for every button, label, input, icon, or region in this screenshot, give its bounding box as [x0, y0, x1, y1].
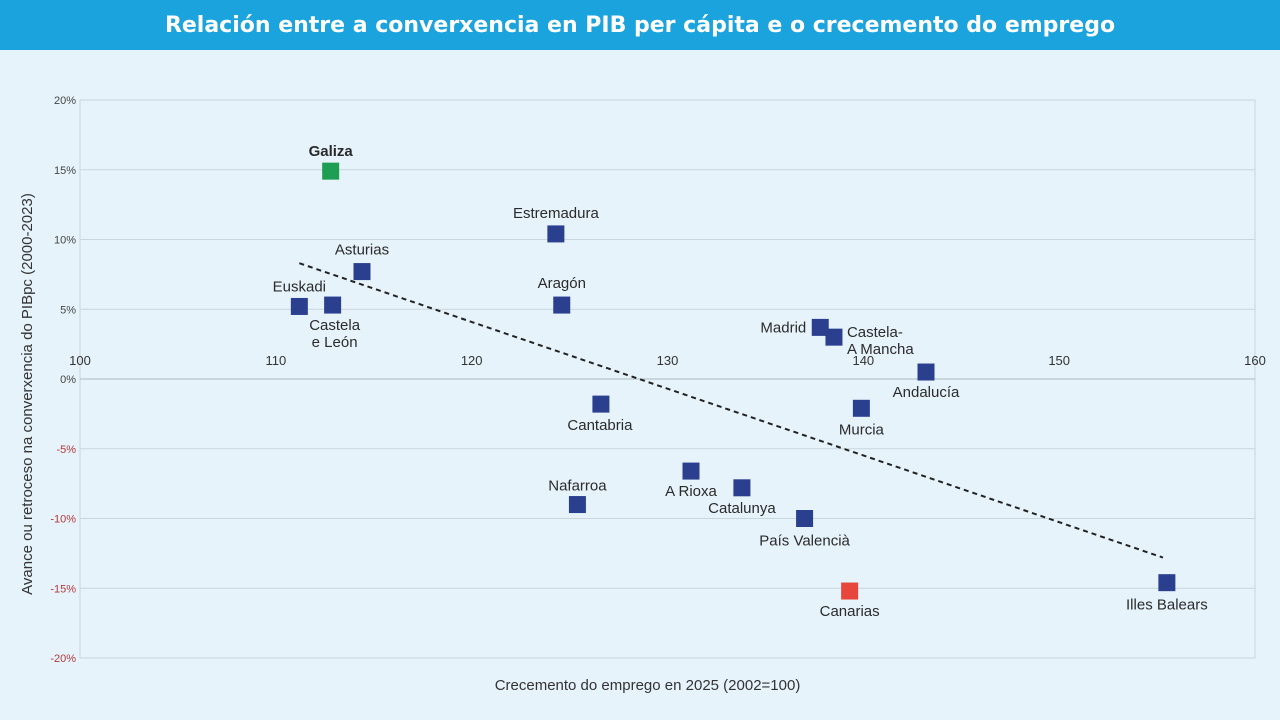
- data-points: [290, 162, 1176, 600]
- x-axis-ticks: 100 110 120 130 140 150 160: [69, 353, 1266, 368]
- data-point: [553, 296, 571, 314]
- point-label: Madrid: [760, 319, 806, 336]
- point-label: Castela-A Mancha: [847, 324, 914, 358]
- data-point: [592, 395, 610, 413]
- data-point: [917, 363, 935, 381]
- scatter-chart: 20% 15% 10% 5% 0% -5% -10% -15% -20% 100 110 120 13…: [19, 95, 1266, 694]
- data-point: [682, 462, 700, 480]
- point-label: Nafarroa: [548, 478, 607, 495]
- y-axis-ticks: 20% 15% 10% 5% 0% -5% -10% -15% -20%: [50, 95, 76, 665]
- y-tick-label: 20%: [54, 95, 76, 107]
- x-tick-label: 100: [69, 353, 91, 368]
- y-tick-label: 10%: [54, 235, 76, 247]
- data-point: [733, 479, 751, 497]
- data-point: [811, 318, 829, 336]
- x-tick-label: 130: [657, 353, 679, 368]
- data-point: [852, 399, 870, 417]
- x-tick-label: 140: [852, 353, 874, 368]
- trendline: [299, 262, 1164, 559]
- y-tick-label: 5%: [60, 304, 76, 316]
- data-point: [568, 496, 586, 514]
- gridlines: [79, 99, 1256, 659]
- y-tick-label: -5%: [56, 444, 76, 456]
- data-point: [1158, 574, 1176, 592]
- point-label: Estremadura: [513, 205, 600, 222]
- y-tick-label: 0%: [60, 374, 76, 386]
- data-point: [290, 297, 308, 315]
- point-labels: Galiza Estremadura Asturias Aragón Euskadi Ca…: [273, 143, 1208, 620]
- data-point: [796, 510, 814, 527]
- point-label: Galiza: [309, 143, 354, 160]
- data-point: [353, 263, 371, 281]
- y-tick-label: 15%: [54, 165, 76, 177]
- data-point: [324, 296, 342, 314]
- x-axis-title: Crecemento do emprego en 2025 (2002=100): [495, 677, 801, 694]
- point-label: Murcia: [839, 421, 885, 438]
- point-label: Castela e León: [309, 317, 361, 351]
- point-label: Catalunya: [708, 500, 776, 517]
- trendline-dashed: [299, 262, 1164, 559]
- data-point: [825, 328, 843, 346]
- point-label: Cantabria: [567, 417, 633, 434]
- data-point: [841, 582, 859, 600]
- point-label: Asturias: [335, 242, 389, 259]
- chart-title: Relación entre a converxencia en PIB per…: [0, 0, 1280, 50]
- y-tick-label: -20%: [50, 653, 76, 665]
- data-point: [547, 225, 565, 243]
- x-tick-label: 110: [265, 353, 286, 368]
- data-point: [322, 162, 340, 180]
- x-tick-label: 120: [461, 353, 483, 368]
- x-tick-label: 150: [1048, 353, 1070, 368]
- point-label: Euskadi: [273, 278, 326, 295]
- x-tick-label: 160: [1244, 353, 1266, 368]
- point-label: Andalucía: [893, 384, 960, 401]
- point-label: Illes Balears: [1126, 597, 1208, 614]
- y-axis-title: Avance ou retroceso na converxencia do P…: [19, 193, 36, 595]
- y-tick-label: -10%: [50, 514, 76, 526]
- point-label: Aragón: [538, 275, 586, 292]
- y-tick-label: -15%: [50, 583, 76, 595]
- point-label: Canarias: [820, 603, 880, 620]
- point-label: A Rioxa: [665, 483, 717, 500]
- point-label: País Valencià: [759, 533, 850, 550]
